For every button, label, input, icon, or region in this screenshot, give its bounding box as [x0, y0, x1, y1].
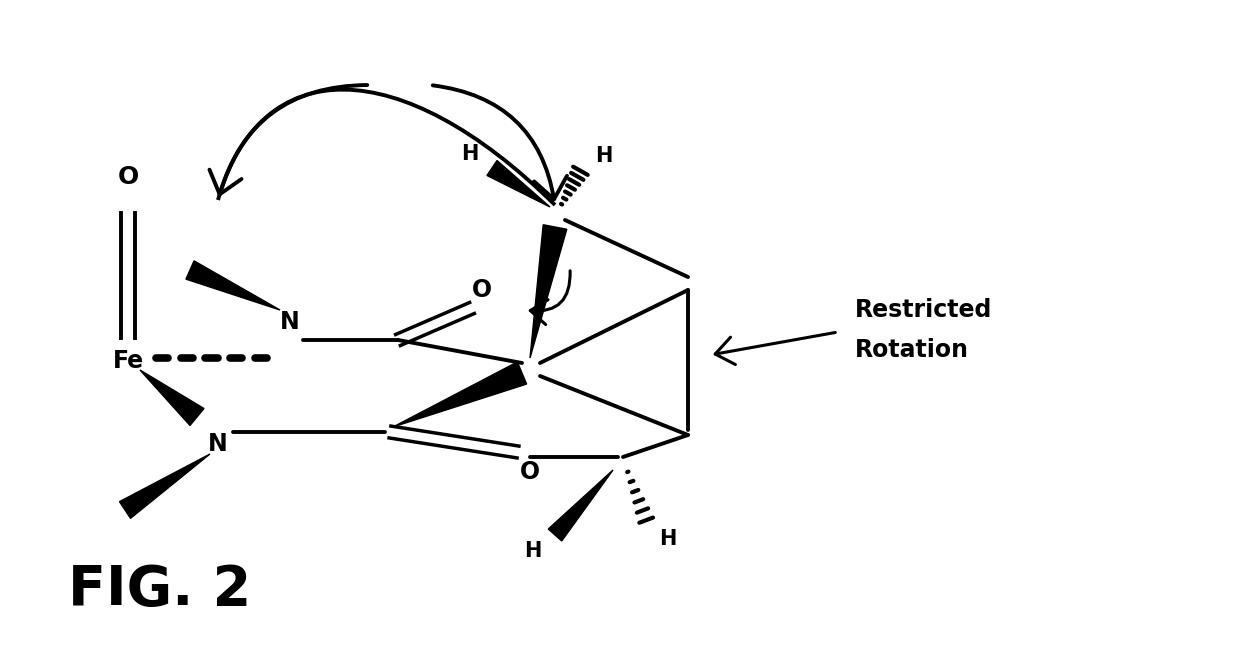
FancyArrowPatch shape	[531, 271, 570, 325]
Polygon shape	[548, 470, 613, 541]
Text: O: O	[472, 278, 492, 302]
Polygon shape	[393, 362, 527, 427]
Text: Fe: Fe	[113, 349, 144, 373]
Text: H: H	[595, 146, 613, 166]
Text: Rotation: Rotation	[856, 338, 968, 362]
Text: FIG. 2: FIG. 2	[68, 563, 252, 617]
Text: Restricted: Restricted	[856, 298, 992, 322]
Text: H: H	[525, 541, 542, 561]
Text: H: H	[461, 144, 479, 164]
Text: H: H	[660, 529, 677, 549]
FancyArrowPatch shape	[433, 85, 567, 199]
Text: O: O	[118, 165, 139, 189]
FancyArrowPatch shape	[210, 85, 367, 194]
Text: N: N	[280, 310, 300, 334]
Polygon shape	[119, 454, 210, 518]
FancyArrowPatch shape	[715, 333, 836, 364]
Text: N: N	[208, 432, 228, 456]
Polygon shape	[140, 370, 205, 425]
Polygon shape	[186, 261, 280, 310]
Polygon shape	[487, 161, 551, 207]
Polygon shape	[529, 224, 567, 358]
Text: O: O	[520, 460, 541, 484]
